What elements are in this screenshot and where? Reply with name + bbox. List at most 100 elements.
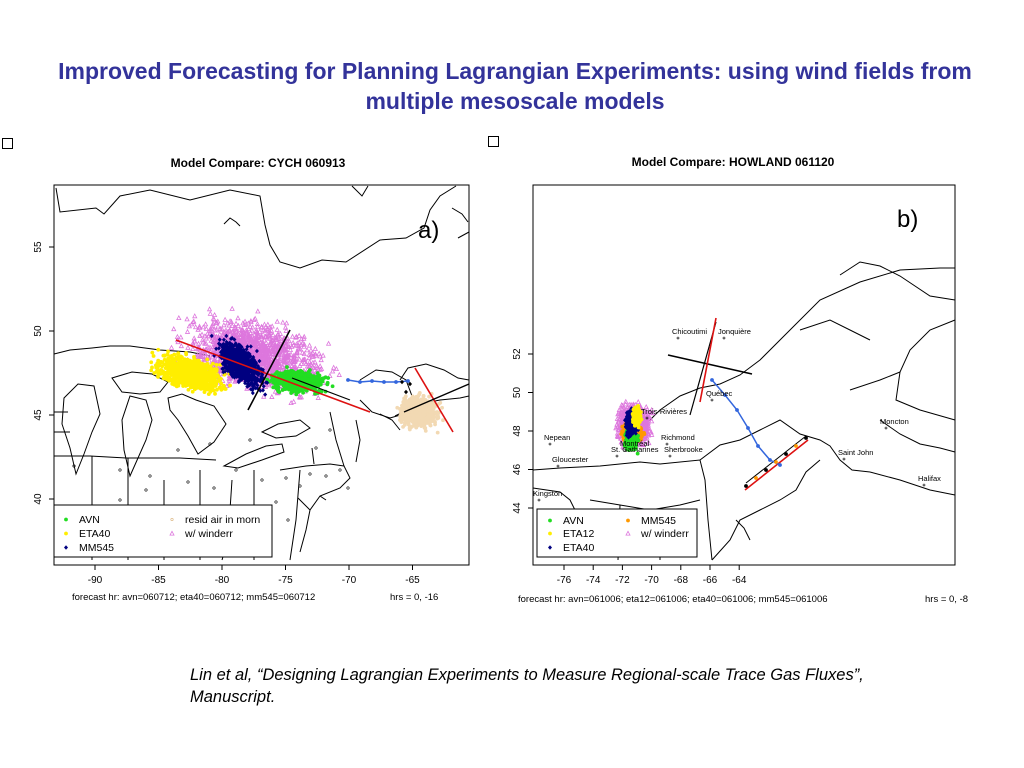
- data-point: [206, 392, 211, 397]
- data-point: [306, 355, 312, 361]
- data-point: [223, 352, 228, 357]
- data-point: [419, 407, 424, 412]
- data-point: [260, 340, 267, 346]
- data-point: [270, 378, 275, 383]
- data-point: [308, 351, 314, 357]
- data-point: [295, 342, 301, 348]
- station-marker: [118, 498, 122, 502]
- data-point: [284, 353, 290, 359]
- y-tick-label: 40: [33, 493, 44, 505]
- data-point: [252, 376, 257, 381]
- data-point: [256, 352, 263, 358]
- data-point: [183, 380, 187, 385]
- data-point: [188, 321, 195, 327]
- legend-label: resid air in morn: [185, 514, 260, 526]
- chart-b: Model Compare: HOWLAND 061120: [512, 155, 968, 605]
- station-marker: [274, 500, 278, 504]
- data-point: [233, 365, 238, 371]
- data-point: [168, 371, 173, 376]
- data-point: [219, 334, 225, 340]
- data-point: [424, 402, 429, 407]
- data-point: [415, 423, 420, 428]
- data-point: [197, 332, 203, 338]
- data-point: [290, 398, 297, 404]
- data-point: [263, 361, 270, 367]
- data-point: [251, 316, 257, 322]
- data-point: [214, 374, 219, 379]
- data-point: [221, 369, 226, 375]
- trajectory-lines-a: [175, 329, 470, 433]
- data-point: [301, 335, 307, 341]
- data-point: [173, 373, 178, 378]
- checkbox-a[interactable]: [2, 138, 13, 149]
- data-point: [283, 320, 290, 326]
- data-point: [217, 357, 223, 363]
- data-point: [317, 373, 322, 378]
- legend-label: ETA40: [79, 528, 110, 540]
- data-point: [426, 413, 431, 418]
- data-point: [194, 362, 198, 366]
- chart-a-footer-hrs: hrs = 0, -16: [390, 592, 438, 603]
- data-point: [233, 371, 238, 376]
- data-point: [263, 324, 269, 330]
- data-point: [296, 332, 302, 338]
- data-point: [267, 324, 273, 330]
- data-point: [399, 420, 404, 425]
- data-point: [215, 323, 221, 329]
- data-point: [248, 358, 253, 363]
- data-point: [211, 361, 215, 366]
- data-point: [426, 409, 431, 413]
- data-point: [249, 387, 254, 392]
- data-point: [257, 358, 262, 364]
- data-point: [266, 331, 272, 337]
- slide-title: Improved Forecasting for Planning Lagran…: [58, 58, 972, 114]
- station-marker: [338, 468, 342, 472]
- data-point: [311, 382, 316, 386]
- data-point: [232, 378, 238, 384]
- data-point: [197, 376, 202, 381]
- data-point: [174, 333, 181, 339]
- data-point: [242, 332, 248, 338]
- data-point: [185, 344, 191, 350]
- data-point: [276, 387, 280, 392]
- data-point: [192, 383, 197, 388]
- data-point: [213, 384, 218, 388]
- data-point: [229, 305, 235, 311]
- data-point: [217, 342, 222, 347]
- data-point: [263, 333, 269, 339]
- data-point: [162, 357, 167, 362]
- data-point: [247, 323, 253, 329]
- data-point: [422, 412, 427, 417]
- data-point: [221, 337, 226, 342]
- data-point: [269, 323, 275, 329]
- data-point: [192, 313, 198, 319]
- y-tick-label: 45: [33, 409, 44, 421]
- x-tick-label: -75: [278, 575, 293, 586]
- data-point: [230, 349, 235, 354]
- data-point: [202, 353, 209, 360]
- data-point: [410, 413, 415, 418]
- data-point: [212, 342, 219, 348]
- data-point: [304, 347, 310, 353]
- station-marker: [324, 474, 328, 478]
- data-point: [199, 381, 204, 385]
- data-point: [166, 349, 170, 354]
- data-point: [235, 353, 240, 358]
- data-point: [204, 373, 209, 378]
- data-point: [227, 331, 233, 337]
- station-marker: [298, 484, 302, 488]
- station-marker: [346, 486, 350, 490]
- data-point: [209, 333, 214, 339]
- data-point: [260, 372, 265, 377]
- data-point: [254, 351, 261, 357]
- data-point: [399, 407, 403, 412]
- data-point: [206, 306, 213, 312]
- data-point: [229, 336, 234, 342]
- data-point: [246, 336, 253, 342]
- data-point: [212, 327, 218, 333]
- checkbox-b[interactable]: [488, 136, 499, 147]
- data-point: [205, 333, 212, 339]
- data-point: [250, 324, 256, 330]
- data-point: [224, 345, 229, 350]
- data-point: [177, 362, 182, 366]
